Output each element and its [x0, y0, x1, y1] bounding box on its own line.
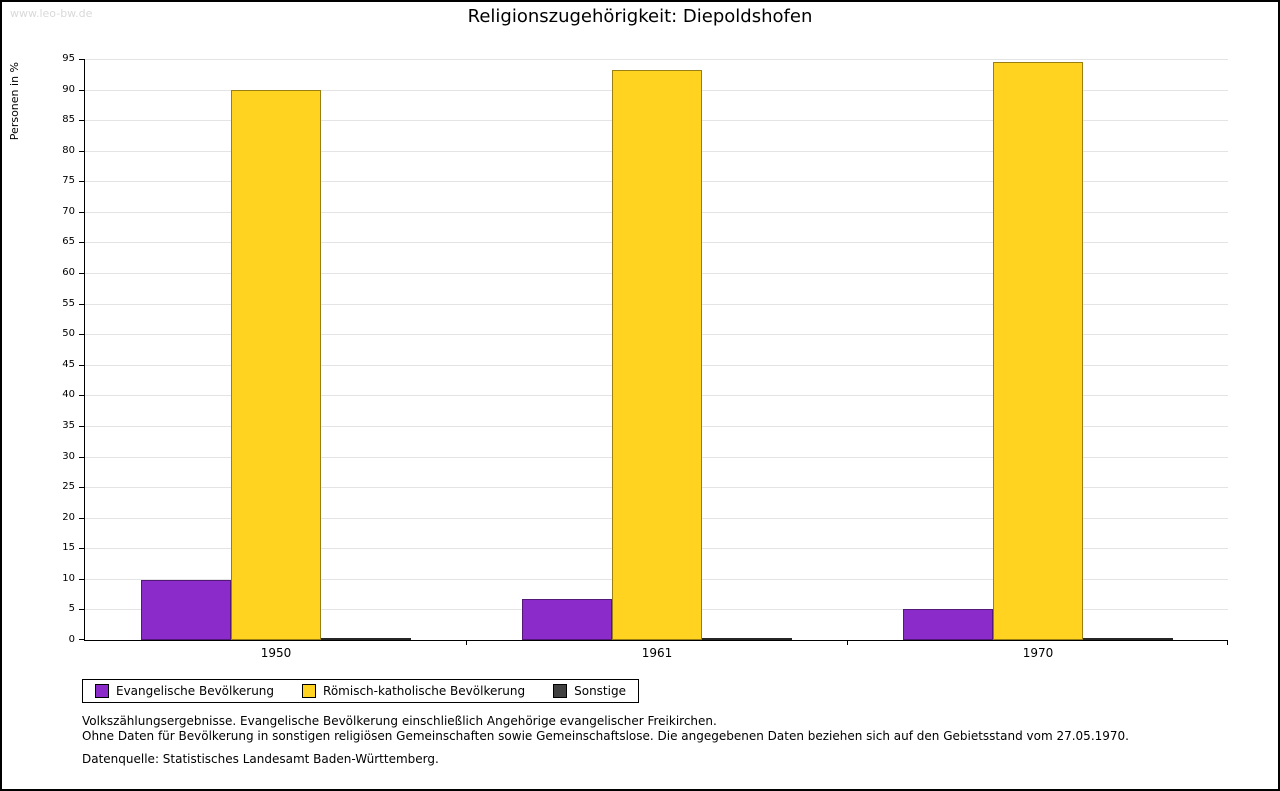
- gridline: [85, 59, 1228, 60]
- y-axis-tick: [79, 457, 85, 458]
- y-axis-tick-label: 20: [62, 512, 75, 523]
- y-axis-tick-label: 90: [62, 84, 75, 95]
- y-axis-tick-label: 40: [62, 389, 75, 400]
- footnote-source: Datenquelle: Statistisches Landesamt Bad…: [82, 752, 439, 767]
- y-axis-tick: [79, 426, 85, 427]
- y-axis-tick-label: 65: [62, 236, 75, 247]
- y-axis-tick-label: 85: [62, 114, 75, 125]
- y-axis-tick-label: 55: [62, 298, 75, 309]
- y-axis-tick: [79, 212, 85, 213]
- footnotes: Volkszählungsergebnisse. Evangelische Be…: [82, 714, 1129, 767]
- bar-r-misch-katholische-bev-lkerung-1950: [231, 90, 321, 640]
- y-axis-tick: [79, 609, 85, 610]
- y-axis-tick-label: 60: [62, 267, 75, 278]
- chart-title: Religionszugehörigkeit: Diepoldshofen: [467, 6, 813, 27]
- y-axis-tick-label: 70: [62, 206, 75, 217]
- y-axis-tick-label: 10: [62, 573, 75, 584]
- y-axis-tick: [79, 518, 85, 519]
- footnote-line: Ohne Daten für Bevölkerung in sonstigen …: [82, 728, 1129, 743]
- plot-area: 0 5 10 15 20 25 30 35 40 45 50 55 60 65 70 75 80 85 90 95 19…: [62, 53, 1228, 660]
- x-axis-tick: [847, 640, 848, 645]
- legend: Evangelische Bevölkerung Römisch-katholis…: [82, 679, 639, 703]
- bar-r-misch-katholische-bev-lkerung-1970: [993, 62, 1083, 640]
- y-axis-tick: [79, 487, 85, 488]
- y-axis-tick-label: 75: [62, 175, 75, 186]
- legend-swatch: [302, 684, 317, 698]
- y-axis-tick-label: 80: [62, 145, 75, 156]
- y-axis-tick: [79, 639, 85, 640]
- legend-label: Evangelische Bevölkerung: [116, 684, 275, 698]
- y-axis-tick-label: 35: [62, 420, 75, 431]
- y-axis-tick: [79, 120, 85, 121]
- x-axis-tick-label: 1970: [1022, 646, 1054, 660]
- y-axis-tick: [79, 151, 85, 152]
- y-axis-tick: [79, 90, 85, 91]
- legend-item: Evangelische Bevölkerung: [95, 684, 274, 698]
- bar-evangelische-bev-lkerung-1970: [903, 609, 993, 640]
- legend-label: Römisch-katholische Bevölkerung: [323, 684, 526, 698]
- x-axis-tick-label: 1950: [260, 646, 292, 660]
- y-axis-tick: [79, 548, 85, 549]
- y-axis-tick: [79, 365, 85, 366]
- x-axis-tick: [466, 640, 467, 645]
- x-axis-tick-label: 1961: [641, 646, 673, 660]
- y-axis-tick: [79, 59, 85, 60]
- y-axis-tick-label: 0: [68, 634, 75, 645]
- legend-swatch: [553, 684, 568, 698]
- bar-r-misch-katholische-bev-lkerung-1961: [612, 70, 702, 640]
- bar-sonstige-1970: [1083, 638, 1173, 640]
- y-axis-tick: [79, 579, 85, 580]
- bar-sonstige-1961: [702, 638, 792, 640]
- legend-swatch: [95, 684, 109, 698]
- y-axis-tick: [79, 304, 85, 305]
- y-axis-tick: [79, 242, 85, 243]
- y-axis-label: Personen in %: [8, 62, 21, 141]
- y-axis-tick-label: 15: [62, 542, 75, 553]
- legend-item: Römisch-katholische Bevölkerung: [302, 684, 525, 698]
- y-axis-tick: [79, 181, 85, 182]
- watermark: www.leo-bw.de: [10, 7, 93, 20]
- y-axis-tick-label: 45: [62, 359, 75, 370]
- y-axis-tick: [79, 395, 85, 396]
- legend-label: Sonstige: [574, 684, 626, 698]
- y-axis-tick-label: 30: [62, 451, 75, 462]
- y-axis-tick: [79, 273, 85, 274]
- x-axis-tick: [1227, 640, 1228, 645]
- y-axis-tick-label: 50: [62, 328, 75, 339]
- bar-sonstige-1950: [321, 638, 411, 640]
- bar-evangelische-bev-lkerung-1950: [141, 580, 231, 640]
- legend-item: Sonstige: [553, 684, 626, 698]
- y-axis-tick: [79, 334, 85, 335]
- footnote-line: Volkszählungsergebnisse. Evangelische Be…: [82, 714, 717, 728]
- y-axis-tick-label: 5: [68, 603, 75, 614]
- y-axis-tick-label: 95: [62, 53, 75, 64]
- bar-evangelische-bev-lkerung-1961: [522, 599, 612, 640]
- y-axis-tick-label: 25: [62, 481, 75, 492]
